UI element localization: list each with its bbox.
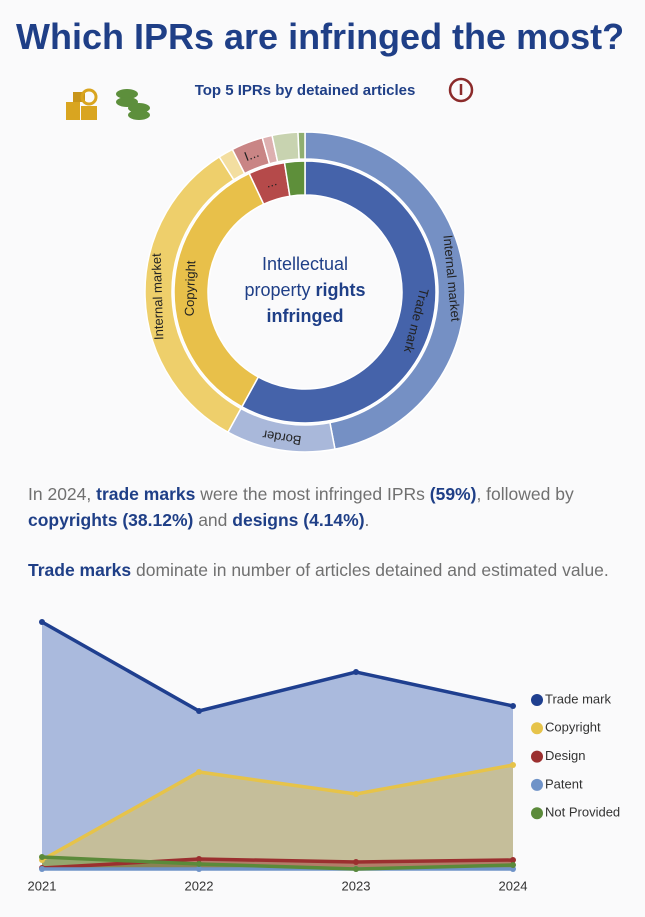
area (42, 765, 513, 870)
point (39, 854, 45, 860)
point (39, 866, 45, 872)
segment-label: Internal market (149, 253, 167, 341)
donut-segment (283, 160, 306, 198)
text-run: trade marks (96, 484, 196, 504)
donut-segment (297, 131, 306, 160)
line (41, 763, 514, 862)
text-run: were the most infringed IPRs (195, 484, 430, 504)
text-run: copyrights (38.12%) (28, 510, 194, 530)
legend-label: Copyright (545, 720, 601, 735)
point (353, 866, 359, 872)
point (39, 857, 45, 863)
text-run: (59%) (429, 484, 477, 504)
point (39, 619, 45, 625)
segment-label: Trade mark (401, 287, 432, 355)
donut-segment (261, 134, 279, 165)
donut-segment (218, 148, 246, 181)
legend-label: Patent (545, 776, 583, 791)
icon-coins (116, 89, 150, 120)
point (353, 859, 359, 865)
text-run: In 2024, (28, 484, 97, 504)
area (42, 869, 513, 870)
point (353, 791, 359, 797)
point (353, 669, 359, 675)
segment-label: Copyright (182, 260, 199, 316)
legend-marker (531, 807, 543, 820)
legend-marker (531, 722, 543, 735)
legend-label: Not Provided (545, 805, 620, 820)
donut-segment (173, 172, 265, 408)
x-tick-label: 2024 (499, 878, 528, 893)
center-label-part: rights (316, 280, 366, 300)
point (196, 866, 202, 872)
text-run: Trade marks (28, 560, 132, 580)
donut-segment (248, 161, 291, 206)
text-run: . (364, 510, 370, 530)
x-tick-label: 2022 (185, 878, 214, 893)
point (510, 866, 516, 872)
point (196, 769, 202, 775)
text-run: dominate in number of articles detained … (131, 560, 609, 580)
segment-label: Border (261, 427, 303, 448)
line (41, 855, 514, 871)
point (353, 866, 359, 872)
point (39, 865, 45, 871)
page-title: Which IPRs are infringed the most? (16, 16, 625, 57)
icon-goods (66, 88, 98, 120)
segment-label: ... (264, 173, 279, 191)
donut-segment (304, 131, 466, 451)
point (510, 703, 516, 709)
info-button[interactable] (448, 77, 474, 103)
donut-segment (240, 160, 437, 424)
point (510, 762, 516, 768)
center-label: Intellectual (262, 254, 348, 274)
legend-label: Trade mark (545, 691, 611, 706)
donut-segment (271, 131, 300, 163)
center-label-part: property (244, 280, 310, 300)
donut-segment (144, 155, 242, 434)
summary: In 2024, trade marks were the most infri… (28, 481, 628, 533)
text-run: and (193, 510, 233, 530)
segment-label: I... (242, 145, 261, 164)
area (42, 857, 513, 870)
chart-subtitle: Top 5 IPRs by detained articles (195, 82, 416, 99)
segment-label: Internal market (440, 234, 463, 322)
area (42, 859, 513, 870)
donut-segment (231, 136, 271, 175)
legend-marker (531, 750, 543, 763)
x-tick-label: 2023 (342, 878, 371, 893)
line (41, 620, 514, 713)
point (196, 708, 202, 714)
legend-label: Design (545, 748, 585, 763)
point (196, 856, 202, 862)
point (510, 862, 516, 868)
point (196, 861, 202, 867)
donut-segment (226, 407, 336, 453)
line (41, 857, 514, 870)
text-run: designs (4.14%) (232, 510, 365, 530)
area (42, 622, 513, 870)
center-label: infringed (267, 306, 344, 326)
point (510, 857, 516, 863)
x-tick-label: 2021 (28, 878, 57, 893)
trend-intro: Trade marks dominate in number of articl… (28, 557, 628, 583)
legend-marker (531, 778, 543, 791)
text-run: , followed by (476, 484, 574, 504)
center-label: property rights (244, 280, 365, 300)
legend-marker (531, 694, 543, 706)
